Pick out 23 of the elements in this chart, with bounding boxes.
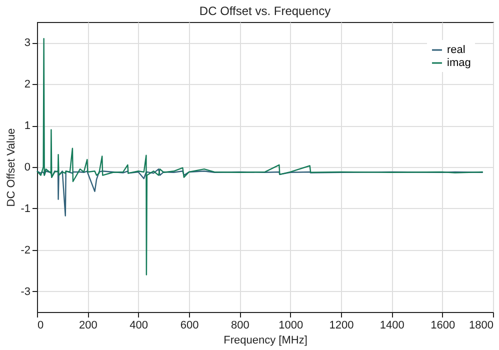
y-axis-title: DC Offset Value xyxy=(6,128,18,207)
x-tick-label: 800 xyxy=(230,320,250,332)
x-tick-label: 400 xyxy=(130,320,148,332)
x-axis-title: Frequency [MHz] xyxy=(224,334,308,346)
legend-label: imag xyxy=(447,57,471,69)
chart-title: DC Offset vs. Frequency xyxy=(199,4,331,18)
x-tick-label: 200 xyxy=(78,320,98,332)
x-tick-label: 1400 xyxy=(380,320,404,332)
x-tick-label: 600 xyxy=(180,320,199,332)
line-series xyxy=(36,38,484,276)
y-tick-label: 1 xyxy=(24,120,30,132)
x-tick-label: 1600 xyxy=(430,320,456,332)
x-tick-label: 0 xyxy=(38,320,44,332)
y-tick-label: -3 xyxy=(20,286,30,298)
x-tick-label: 1800 xyxy=(469,320,494,332)
y-tick-label: 2 xyxy=(24,78,30,91)
y-tick-label: 0 xyxy=(24,162,30,174)
y-tick-label: -2 xyxy=(20,244,30,256)
x-tick-label: 1200 xyxy=(329,320,354,332)
y-tick-label: 3 xyxy=(24,37,30,50)
x-tick-label: 1000 xyxy=(278,320,304,332)
y-tick-label: -1 xyxy=(20,202,30,215)
legend-label: real xyxy=(447,44,466,56)
